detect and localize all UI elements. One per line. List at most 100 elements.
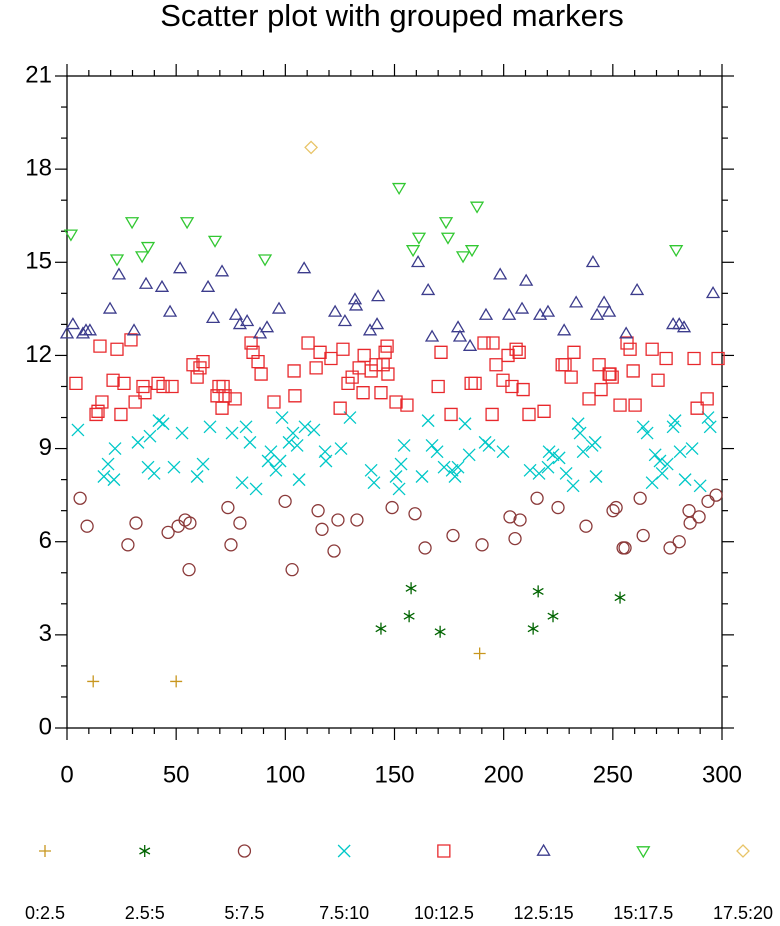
point xyxy=(648,448,662,462)
point xyxy=(254,367,268,381)
point xyxy=(444,407,458,422)
point xyxy=(546,448,560,462)
point xyxy=(663,541,677,555)
point xyxy=(558,358,572,372)
point xyxy=(249,482,263,496)
point xyxy=(65,317,81,330)
point xyxy=(235,476,249,490)
point xyxy=(619,326,634,339)
point xyxy=(179,217,195,230)
y-tick-label: 0 xyxy=(39,713,52,740)
point xyxy=(95,395,109,409)
point xyxy=(636,528,650,543)
point xyxy=(606,504,620,518)
point xyxy=(468,376,482,391)
point xyxy=(685,442,699,456)
point xyxy=(616,541,630,555)
point xyxy=(313,345,327,359)
point xyxy=(243,435,257,449)
point xyxy=(700,392,714,406)
point xyxy=(633,491,647,505)
point xyxy=(364,364,378,378)
point xyxy=(464,245,480,258)
point xyxy=(337,313,353,327)
point xyxy=(369,317,385,330)
point xyxy=(579,519,593,533)
point xyxy=(307,423,321,437)
y-tick-label: 9 xyxy=(39,434,52,461)
legend-marker xyxy=(39,845,51,857)
point xyxy=(251,354,265,369)
point xyxy=(557,323,572,336)
point xyxy=(438,217,454,230)
point xyxy=(411,232,427,245)
point xyxy=(207,235,223,248)
point xyxy=(336,342,350,356)
point xyxy=(271,301,287,314)
point xyxy=(333,401,347,415)
point xyxy=(513,513,527,527)
point xyxy=(131,435,145,449)
y-tick-label: 12 xyxy=(25,341,52,368)
point xyxy=(601,304,617,317)
point xyxy=(152,414,166,428)
point xyxy=(269,463,283,477)
point xyxy=(301,336,315,350)
point xyxy=(445,463,459,477)
point xyxy=(348,298,364,311)
point xyxy=(709,488,723,502)
point xyxy=(485,407,499,422)
point xyxy=(522,407,536,422)
point xyxy=(224,538,238,552)
legend-marker xyxy=(337,844,351,858)
point xyxy=(261,454,275,468)
point xyxy=(228,307,244,320)
point xyxy=(567,345,581,359)
point xyxy=(315,522,329,536)
point xyxy=(172,261,188,274)
legend-label: 15:17.5 xyxy=(613,903,673,923)
point xyxy=(324,351,338,366)
point xyxy=(287,364,301,378)
point xyxy=(183,516,197,530)
point xyxy=(508,531,522,546)
x-tick-label: 200 xyxy=(484,761,524,788)
point xyxy=(124,333,138,347)
point xyxy=(403,610,415,623)
point xyxy=(605,370,619,384)
point xyxy=(455,251,471,264)
point xyxy=(190,370,204,384)
point xyxy=(651,373,665,387)
point xyxy=(451,460,465,474)
point xyxy=(102,301,118,314)
point xyxy=(109,254,125,267)
point xyxy=(147,466,161,480)
point xyxy=(576,445,590,459)
point xyxy=(165,379,179,394)
point xyxy=(319,454,333,468)
point xyxy=(489,358,503,372)
x-tick-label: 0 xyxy=(60,761,73,788)
point xyxy=(420,282,436,296)
point xyxy=(107,473,121,487)
legend-marker xyxy=(636,846,651,859)
point xyxy=(519,273,534,286)
point xyxy=(73,491,87,505)
point xyxy=(532,307,548,320)
point xyxy=(296,261,312,274)
point xyxy=(462,338,478,351)
legend-label: 17.5:20 xyxy=(713,903,773,923)
point xyxy=(161,525,175,540)
point xyxy=(267,395,281,409)
point xyxy=(129,516,143,530)
point xyxy=(347,292,363,305)
point xyxy=(97,470,111,483)
point xyxy=(701,494,715,508)
point xyxy=(559,466,573,480)
point xyxy=(327,304,343,317)
point xyxy=(341,376,355,391)
point xyxy=(596,295,612,308)
point xyxy=(134,251,150,264)
y-tick-label: 3 xyxy=(39,620,52,647)
point xyxy=(552,451,566,465)
